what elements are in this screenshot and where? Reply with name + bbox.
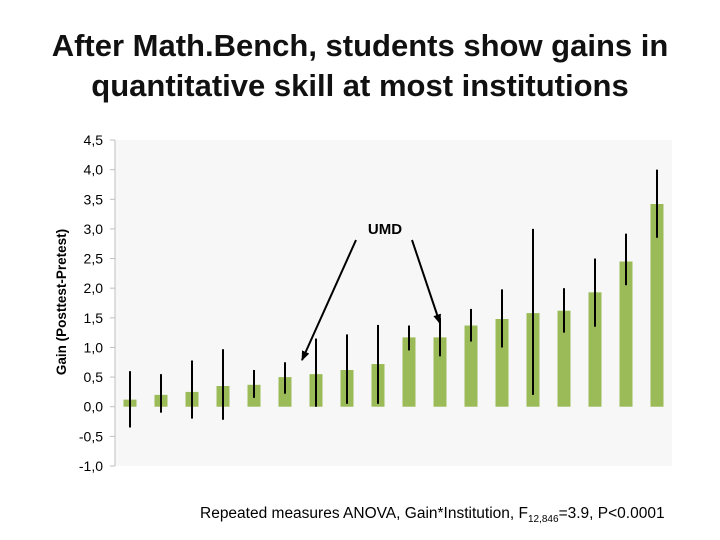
chart-title-line-1: After Math.Bench, students show gains in	[51, 28, 669, 63]
y-tick-label: 3,5	[84, 191, 104, 207]
y-tick-label: 0,5	[84, 369, 104, 385]
y-tick-label: -1,0	[79, 458, 103, 474]
footnote-result: =3.9, P<0.0001	[558, 505, 665, 522]
bar-series	[123, 204, 664, 407]
statistics-footnote: Repeated measures ANOVA, Gain*Institutio…	[200, 505, 665, 525]
bar	[433, 337, 447, 407]
footnote-subscript: 12,846	[527, 514, 559, 526]
annotation-arrow	[411, 239, 441, 325]
y-tick-label: 4,0	[84, 162, 104, 178]
chart-title-line-2: quantitative skill at most institutions	[91, 68, 629, 103]
y-tick-label: 2,5	[84, 251, 104, 267]
bar	[402, 337, 416, 407]
bar	[588, 292, 602, 407]
y-axis-ticks: 4,5 4,0 3,5 3,0 2,5 2,0 1,5 1,0 0,5 0,0 -0,5 -1,0	[79, 132, 115, 474]
annotation-arrow	[301, 239, 357, 362]
bar	[464, 325, 478, 407]
y-tick-label: 3,0	[84, 221, 104, 237]
y-axis-label: Gain (Posttest-Pretest)	[54, 229, 69, 375]
chart-title: After Math.Bench, students show gains in…	[0, 26, 720, 106]
umd-annotation: UMD	[301, 221, 441, 362]
y-tick-label: 0,0	[84, 399, 104, 415]
y-tick-label: 1,0	[84, 339, 104, 355]
footnote-text: Repeated measures ANOVA, Gain*Institutio…	[200, 505, 528, 522]
y-tick-label: 2,0	[84, 280, 104, 296]
error-bars	[129, 169, 658, 428]
bar	[557, 310, 571, 407]
bar	[650, 204, 664, 407]
bar	[495, 319, 509, 407]
y-tick-label: 1,5	[84, 310, 104, 326]
y-tick-label: -0,5	[79, 428, 103, 444]
annotation-label: UMD	[368, 221, 402, 238]
bar	[619, 261, 633, 407]
plot-area	[115, 140, 672, 466]
y-tick-label: 4,5	[84, 132, 104, 148]
